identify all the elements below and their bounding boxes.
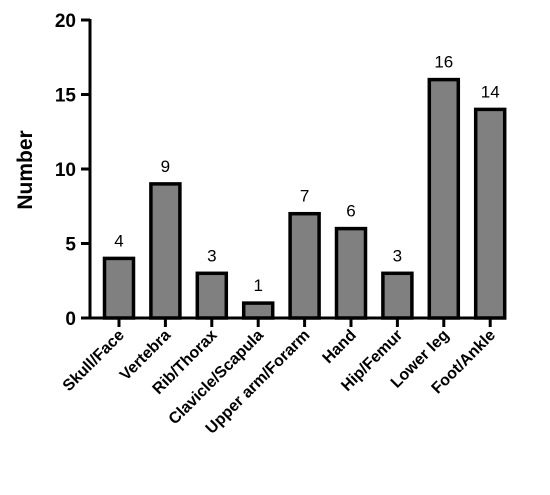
bar: [195, 271, 229, 320]
data-label: 1: [253, 276, 262, 295]
bars: [102, 77, 507, 320]
x-axis: Skull/FaceVertebraRib/ThoraxClavicle/Sca…: [60, 316, 506, 438]
bar: [241, 301, 275, 320]
bar: [288, 211, 321, 320]
x-tick-label: Hand: [320, 327, 360, 367]
y-tick-label: 15: [55, 86, 77, 107]
y-tick-label: 5: [65, 235, 76, 256]
y-tick-label: 0: [65, 309, 76, 330]
data-label: 4: [114, 231, 123, 250]
bar: [334, 226, 368, 320]
y-axis: 0 5 10 15 20: [55, 11, 92, 330]
data-label: 6: [346, 202, 355, 221]
data-label: 9: [161, 157, 170, 176]
y-tick-label: 10: [55, 160, 76, 181]
data-label: 16: [434, 53, 453, 72]
bar: [381, 271, 414, 320]
y-axis-title: Number: [14, 130, 37, 209]
bar: [102, 256, 136, 320]
data-label: 7: [300, 187, 309, 206]
data-labels: 4 9 3 1 7 6 3 16 14: [114, 53, 499, 296]
data-label: 14: [481, 82, 500, 101]
data-label: 3: [393, 246, 402, 265]
x-tick-label: Skull/Face: [60, 327, 128, 395]
bar: [427, 77, 461, 320]
bar: [149, 182, 182, 320]
bar: [473, 107, 507, 320]
y-tick-label: 20: [55, 11, 76, 32]
data-label: 3: [207, 246, 216, 265]
